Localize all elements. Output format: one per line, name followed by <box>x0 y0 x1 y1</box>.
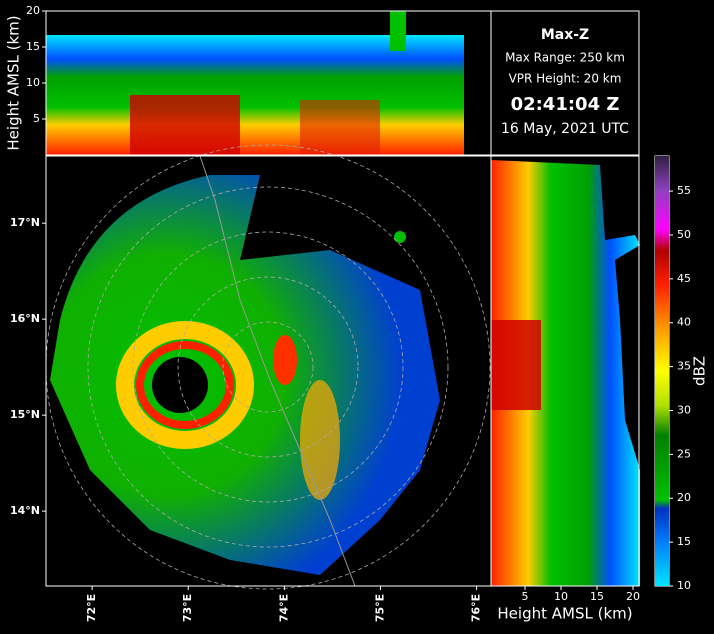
lon-tick-label: 74°E <box>277 594 290 622</box>
colorbar <box>655 156 669 586</box>
x-tick-label: 20 <box>626 590 640 603</box>
y-tick-label: 10 <box>26 76 40 89</box>
x-tick-label: 15 <box>590 590 604 603</box>
lon-tick-label: 73°E <box>181 594 194 622</box>
top-y-label: Height AMSL (km) <box>5 15 23 150</box>
lat-tick-label: 16°N <box>10 312 40 325</box>
radar-map <box>45 144 491 590</box>
lon-tick-label: 75°E <box>373 594 386 622</box>
info-vpr: VPR Height: 20 km <box>509 72 622 86</box>
info-date: 16 May, 2021 UTC <box>501 121 629 137</box>
y-tick-label: 20 <box>26 4 40 17</box>
lon-tick-label: 72°E <box>85 594 98 622</box>
lon-tick-label: 76°E <box>470 594 483 622</box>
colorbar-tick-label: 30 <box>677 403 691 416</box>
colorbar-tick-label: 35 <box>677 360 691 373</box>
right-x-label: Height AMSL (km) <box>497 605 632 623</box>
y-tick-label: 5 <box>33 112 40 125</box>
colorbar-label: dBZ <box>691 356 709 386</box>
info-range: Max Range: 250 km <box>505 51 625 65</box>
colorbar-tick-label: 10 <box>677 579 691 592</box>
info-time: 02:41:04 Z <box>511 94 620 115</box>
vertical-profile-right <box>491 160 640 586</box>
colorbar-tick-label: 40 <box>677 316 691 329</box>
x-tick-label: 5 <box>522 590 529 603</box>
colorbar-tick-label: 20 <box>677 491 691 504</box>
lat-tick-label: 15°N <box>10 408 40 421</box>
colorbar-tick-label: 55 <box>677 184 691 197</box>
lat-tick-label: 14°N <box>10 504 40 517</box>
colorbar-tick-label: 45 <box>677 272 691 285</box>
y-tick-label: 15 <box>26 40 40 53</box>
lat-tick-label: 17°N <box>10 216 40 229</box>
x-tick-label: 10 <box>554 590 568 603</box>
info-title: Max-Z <box>541 27 589 43</box>
colorbar-tick-label: 50 <box>677 228 691 241</box>
vertical-profile-top <box>46 11 464 155</box>
colorbar-tick-label: 15 <box>677 535 691 548</box>
colorbar-tick-label: 25 <box>677 447 691 460</box>
